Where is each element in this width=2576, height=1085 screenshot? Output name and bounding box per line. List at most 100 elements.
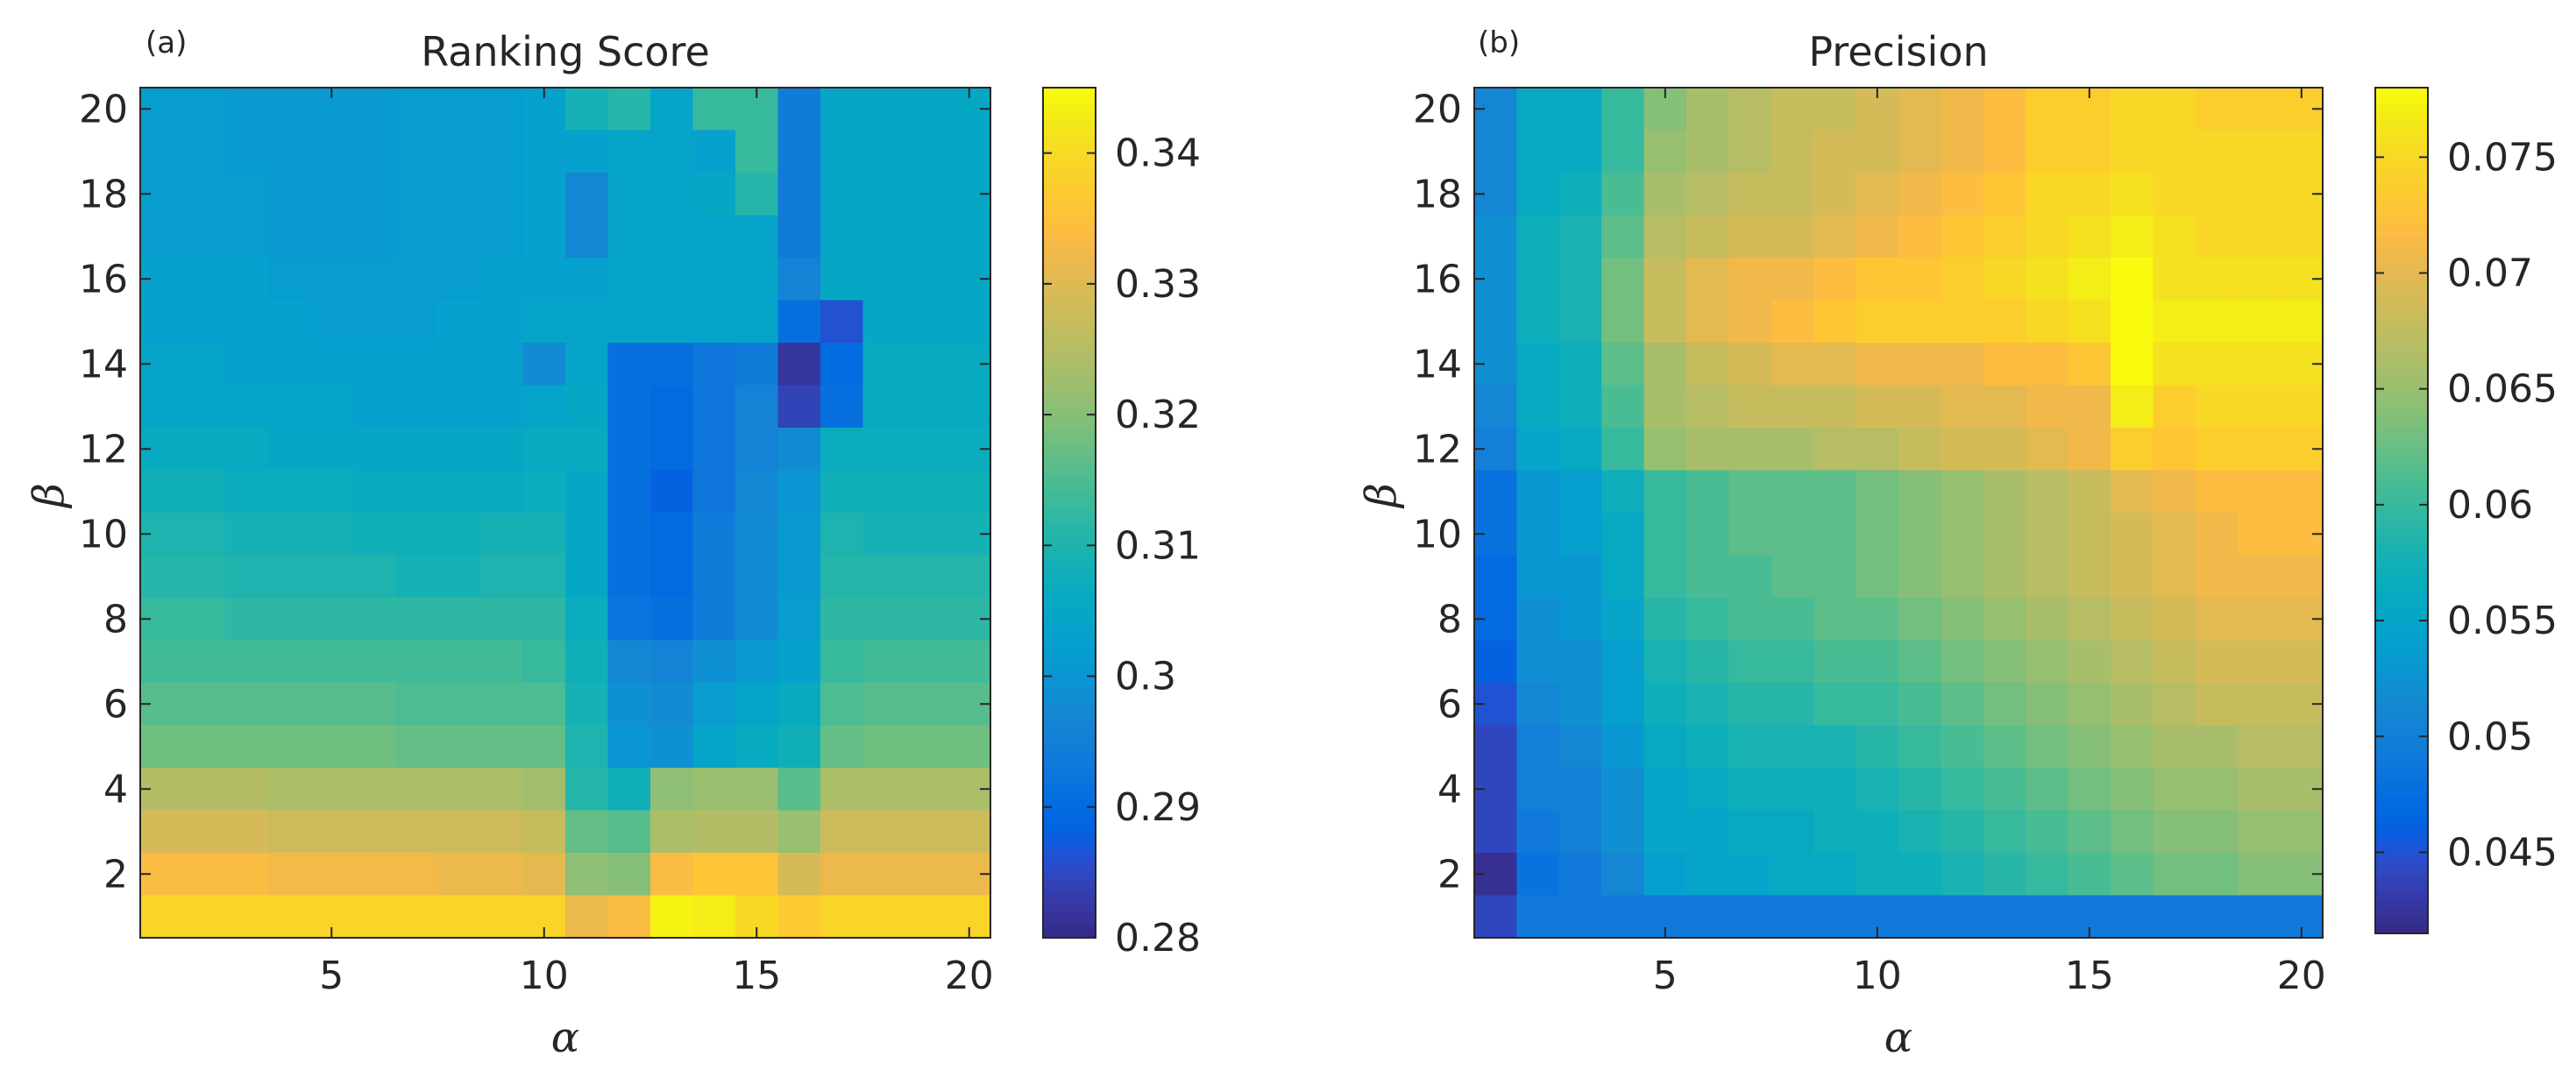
heatmap-cell (395, 88, 439, 131)
colorbar-band (2375, 838, 2428, 845)
heatmap-cell (267, 385, 311, 429)
heatmap-cell (437, 428, 481, 472)
colorbar-band (1043, 571, 1096, 578)
heatmap-cell (2068, 555, 2111, 599)
heatmap-cell (480, 258, 524, 301)
heatmap-cell (1771, 130, 1814, 174)
colorbar-band (1043, 836, 1096, 843)
heatmap-cell (607, 683, 651, 727)
heatmap-cell (2026, 428, 2069, 472)
x-tick-label: 5 (319, 954, 344, 998)
heatmap-cell (1643, 725, 1687, 769)
heatmap-cell (777, 895, 821, 939)
heatmap-cell (820, 513, 864, 557)
colorbar-band (1043, 789, 1096, 796)
heatmap-cell (862, 725, 906, 769)
heatmap-cell (2280, 385, 2324, 429)
colorbar-band (2375, 642, 2428, 649)
heatmap-cell (2238, 768, 2281, 812)
heatmap-cell (607, 428, 651, 472)
heatmap-cell (1601, 555, 1645, 599)
heatmap-cell (1856, 768, 1899, 812)
heatmap-cell (862, 470, 906, 514)
colorbar-band (2375, 230, 2428, 237)
heatmap-cell (522, 513, 566, 557)
heatmap-cell (2068, 598, 2111, 642)
heatmap-cell (1771, 513, 1814, 557)
heatmap-cell (820, 810, 864, 854)
heatmap-cell (777, 470, 821, 514)
heatmap-cell (862, 385, 906, 429)
colorbar-band (2375, 547, 2428, 554)
colorbar-band (1043, 635, 1096, 642)
heatmap-cell (565, 130, 609, 174)
heatmap-cell (2111, 300, 2154, 344)
heatmap-cell (2153, 343, 2196, 386)
heatmap-cell (905, 725, 949, 769)
heatmap-cell (650, 130, 694, 174)
colorbar-band (1043, 704, 1096, 711)
heatmap-cell (862, 768, 906, 812)
colorbar-band (2375, 822, 2428, 829)
heatmap-cell (2195, 343, 2239, 386)
heatmap-cell (225, 725, 269, 769)
heatmap-cell (2238, 725, 2281, 769)
panel-a-heatmap-cells (140, 88, 991, 939)
heatmap-cell (2068, 513, 2111, 557)
colorbar-band (2375, 727, 2428, 734)
heatmap-cell (182, 343, 226, 386)
colorbar-band (2375, 304, 2428, 311)
plot-frame (1473, 87, 2324, 939)
heatmap-cell (395, 683, 439, 727)
colorbar-band (2375, 388, 2428, 395)
colorbar-band (2375, 854, 2428, 861)
heatmap-cell (267, 470, 311, 514)
colorbar-band (1043, 550, 1096, 557)
heatmap-cell (225, 130, 269, 174)
heatmap-cell (1898, 598, 1941, 642)
colorbar-band (1043, 475, 1096, 482)
heatmap-cell (777, 343, 821, 386)
heatmap-cell (735, 640, 779, 684)
colorbar-band (2375, 801, 2428, 808)
colorbar-band (2375, 753, 2428, 760)
heatmap-cell (1728, 428, 1772, 472)
heatmap-cell (522, 683, 566, 727)
heatmap-cell (310, 428, 354, 472)
heatmap-cell (607, 300, 651, 344)
heatmap-cell (1941, 428, 1984, 472)
heatmap-cell (947, 725, 991, 769)
heatmap-cell (820, 470, 864, 514)
colorbar-band (2375, 775, 2428, 781)
heatmap-cell (565, 385, 609, 429)
heatmap-cell (522, 853, 566, 897)
colorbar-tick-label: 0.07 (2447, 252, 2533, 296)
heatmap-cell (2111, 513, 2154, 557)
colorbar-band (1043, 337, 1096, 344)
colorbar-band (1043, 268, 1096, 274)
colorbar-tick-label: 0.045 (2447, 830, 2558, 875)
heatmap-cell (2153, 725, 2196, 769)
heatmap-cell (2238, 555, 2281, 599)
colorbar-band (2375, 473, 2428, 480)
heatmap-cell (607, 173, 651, 216)
heatmap-cell (437, 300, 481, 344)
heatmap-cell (310, 683, 354, 727)
colorbar-band (2375, 536, 2428, 543)
heatmap-cell (437, 173, 481, 216)
heatmap-cell (820, 215, 864, 259)
colorbar-band (2375, 890, 2428, 897)
heatmap-cell (2068, 683, 2111, 727)
heatmap-cell (1474, 470, 1517, 514)
heatmap-cell (1983, 385, 2026, 429)
heatmap-cell (310, 300, 354, 344)
colorbar-band (1043, 246, 1096, 253)
colorbar-band (2375, 88, 2428, 94)
heatmap-cell (1983, 810, 2026, 854)
heatmap-cell (1558, 130, 1602, 174)
panel-b-label: (b) (1478, 25, 1520, 60)
heatmap-cell (2238, 513, 2281, 557)
heatmap-cell (1771, 385, 1814, 429)
colorbar-band (1043, 608, 1096, 614)
colorbar-band (1043, 858, 1096, 864)
